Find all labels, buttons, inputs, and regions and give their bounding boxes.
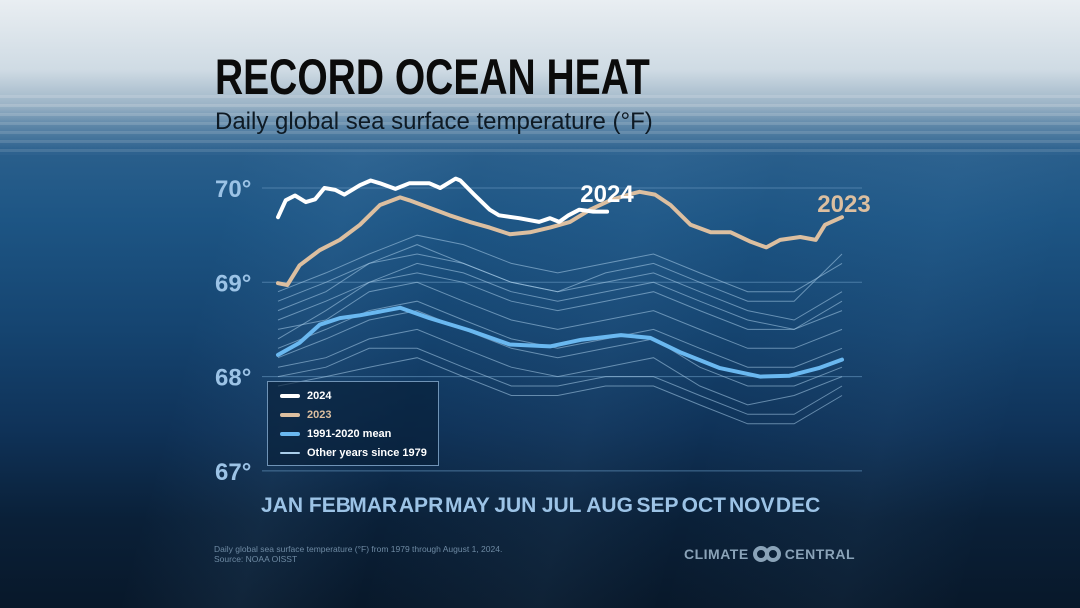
series-2024-line	[276, 176, 610, 224]
legend-label-2023: 2023	[307, 409, 332, 421]
climate-central-logo: CLIMATE CENTRAL	[684, 546, 855, 562]
label-2023: 2023	[817, 191, 870, 218]
page-title: RECORD OCEAN HEAT	[215, 49, 650, 105]
other-year-line	[277, 253, 843, 302]
legend-label-mean: 1991-2020 mean	[307, 428, 392, 440]
legend-swatch-mean	[280, 432, 300, 436]
footnote: Daily global sea surface temperature (°F…	[214, 544, 502, 564]
footnote-note: Daily global sea surface temperature (°F…	[214, 544, 503, 554]
legend-swatch-2024	[280, 394, 300, 398]
page-subtitle: Daily global sea surface temperature (°F…	[215, 108, 653, 135]
other-year-line	[277, 262, 843, 340]
y-tick-label: 68°	[215, 365, 251, 392]
other-year-line	[277, 310, 843, 387]
x-tick-label: MAR	[349, 494, 397, 517]
logo-text-right: CENTRAL	[784, 546, 856, 562]
x-tick-label: FEB	[309, 494, 351, 517]
other-year-line	[277, 357, 843, 425]
legend-label-other-years: Other years since 1979	[307, 447, 427, 459]
legend-swatch-2023	[280, 413, 300, 417]
ocean-surface-waves	[0, 95, 1080, 155]
other-year-line	[277, 347, 843, 415]
chart-legend: 2024 2023 1991-2020 mean Other years sin…	[267, 381, 439, 466]
series-2023-line	[276, 189, 844, 288]
x-tick-label: APR	[399, 494, 443, 517]
x-tick-label: DEC	[776, 494, 820, 517]
y-tick-label: 67°	[215, 459, 251, 486]
other-year-line	[277, 328, 843, 406]
other-year-line	[277, 281, 843, 349]
legend-item-2023: 2023	[280, 409, 331, 421]
legend-item-mean: 1991-2020 mean	[280, 428, 391, 440]
legend-item-2024: 2024	[280, 390, 331, 402]
label-2024: 2024	[580, 181, 634, 208]
footnote-source: Source: NOAA OISST	[214, 554, 298, 564]
series-mean-line	[276, 305, 844, 379]
legend-swatch-other-years	[280, 452, 300, 454]
y-tick-label: 69°	[215, 270, 251, 297]
x-tick-label: MAY	[445, 494, 490, 517]
other-year-line	[277, 300, 843, 368]
y-tick-label: 70°	[215, 176, 251, 203]
x-tick-label: OCT	[682, 494, 727, 517]
legend-label-2024: 2024	[307, 390, 332, 402]
other-year-line	[277, 234, 843, 293]
logo-text-left: CLIMATE	[684, 546, 749, 562]
legend-item-other-years: Other years since 1979	[280, 447, 427, 459]
x-tick-label: JAN	[261, 494, 303, 517]
light-rays	[0, 150, 1080, 608]
x-tick-label: AUG	[586, 494, 633, 517]
x-tick-label: JUN	[494, 494, 536, 517]
logo-rings-icon	[752, 546, 781, 562]
x-tick-label: NOV	[729, 494, 775, 517]
x-tick-label: SEP	[636, 494, 678, 517]
x-tick-label: JUL	[542, 494, 582, 517]
